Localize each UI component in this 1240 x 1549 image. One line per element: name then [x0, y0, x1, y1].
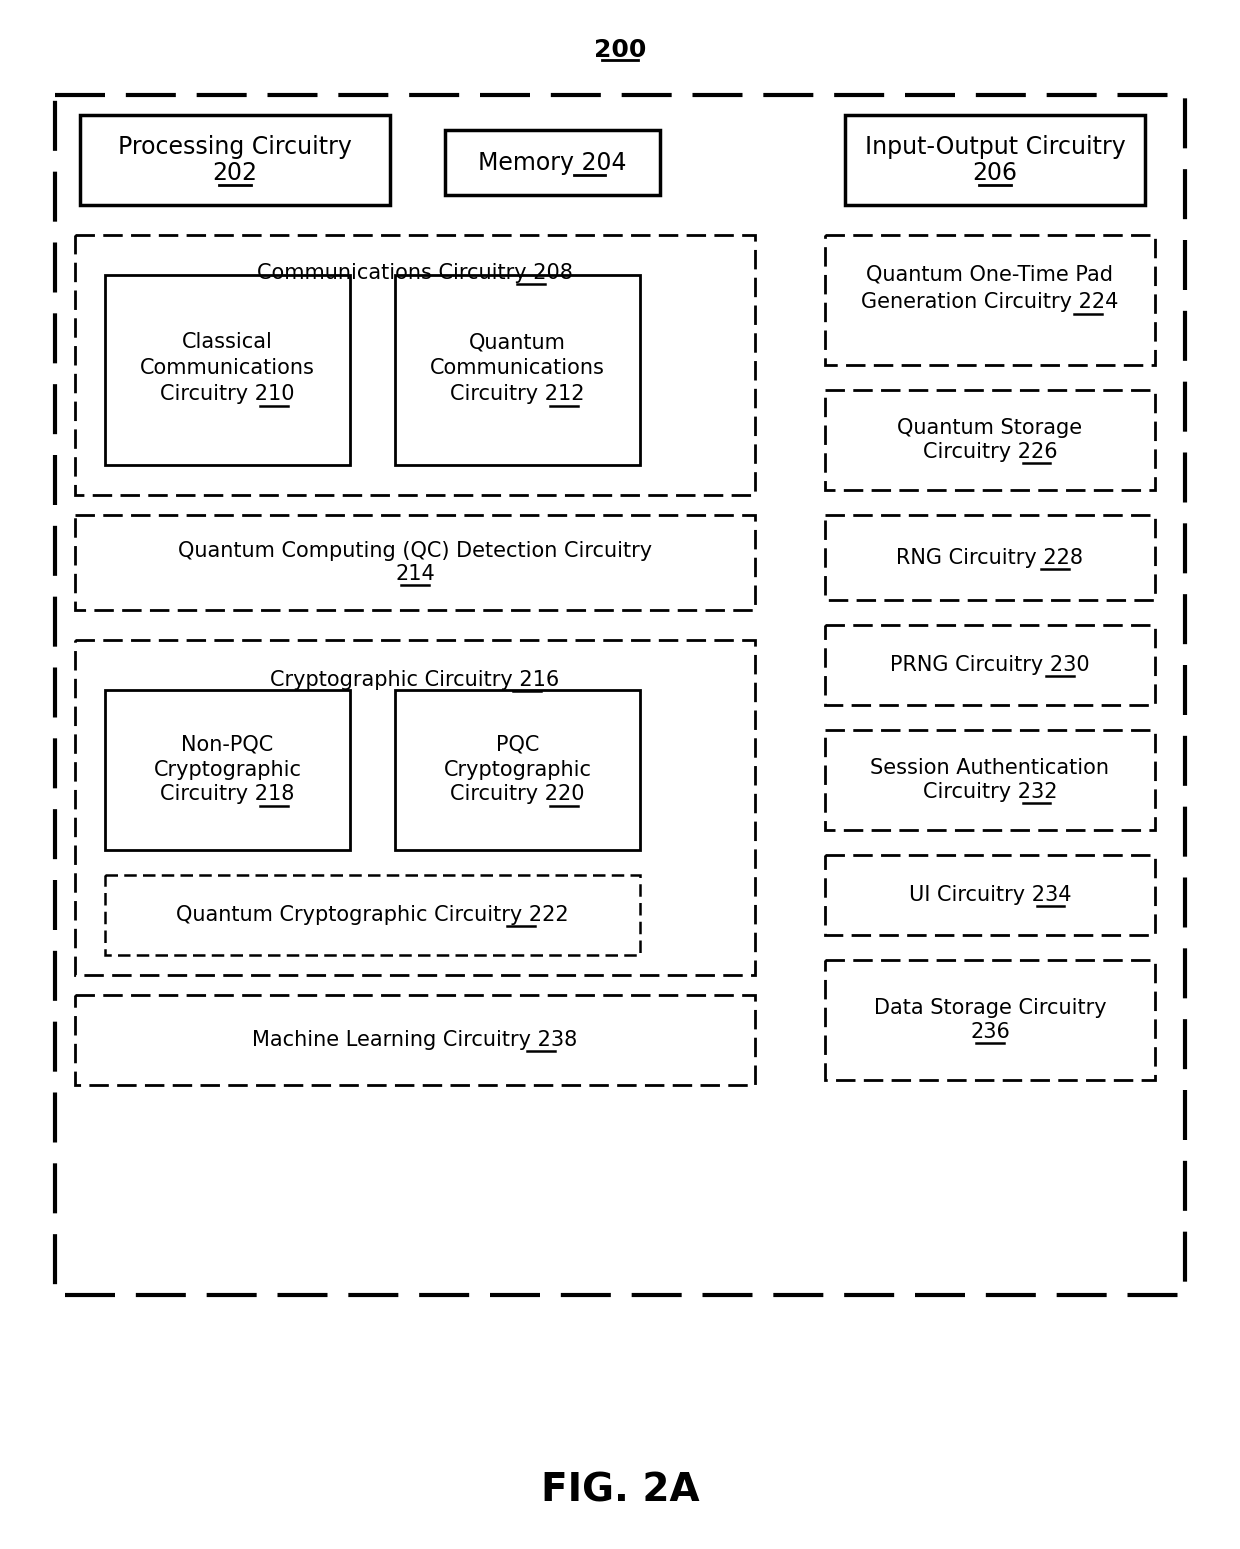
Bar — [74, 994, 755, 1084]
Text: Session Authentication: Session Authentication — [870, 759, 1110, 779]
Bar — [396, 689, 640, 850]
Bar — [81, 115, 391, 204]
Bar — [445, 130, 660, 195]
Text: 214: 214 — [396, 564, 435, 584]
Text: Generation Circuitry 224: Generation Circuitry 224 — [862, 293, 1118, 313]
Bar — [74, 514, 755, 610]
Text: Data Storage Circuitry: Data Storage Circuitry — [874, 999, 1106, 1018]
Text: Cryptographic Circuitry 216: Cryptographic Circuitry 216 — [270, 671, 559, 689]
Bar — [825, 390, 1154, 489]
Text: Circuitry 226: Circuitry 226 — [923, 441, 1058, 462]
Text: Circuitry 218: Circuitry 218 — [160, 784, 295, 804]
Bar — [105, 276, 350, 465]
Text: Quantum Cryptographic Circuitry 222: Quantum Cryptographic Circuitry 222 — [176, 905, 569, 925]
Text: Classical: Classical — [182, 331, 273, 352]
Text: Input-Output Circuitry: Input-Output Circuitry — [864, 135, 1126, 160]
Bar — [105, 875, 640, 956]
Text: RNG Circuitry 228: RNG Circuitry 228 — [897, 547, 1084, 567]
Bar — [825, 855, 1154, 936]
Text: Quantum: Quantum — [469, 331, 565, 352]
Text: Circuitry 220: Circuitry 220 — [450, 784, 585, 804]
Bar — [396, 276, 640, 465]
Text: Quantum One-Time Pad: Quantum One-Time Pad — [867, 265, 1114, 285]
Bar — [825, 730, 1154, 830]
Text: Communications: Communications — [140, 358, 315, 378]
Bar — [105, 689, 350, 850]
Text: Machine Learning Circuitry 238: Machine Learning Circuitry 238 — [253, 1030, 578, 1050]
Text: PRNG Circuitry 230: PRNG Circuitry 230 — [890, 655, 1090, 675]
Text: Quantum Computing (QC) Detection Circuitry: Quantum Computing (QC) Detection Circuit… — [177, 541, 652, 561]
Text: Memory 204: Memory 204 — [479, 150, 626, 175]
Bar — [74, 235, 755, 496]
Bar — [74, 640, 755, 974]
Bar — [55, 94, 1185, 1295]
Text: FIG. 2A: FIG. 2A — [541, 1472, 699, 1509]
Bar — [825, 624, 1154, 705]
Bar — [825, 514, 1154, 599]
Bar — [844, 115, 1145, 204]
Text: 236: 236 — [970, 1022, 1009, 1041]
Text: PQC: PQC — [496, 734, 539, 754]
Text: Communications: Communications — [430, 358, 605, 378]
Bar — [825, 960, 1154, 1080]
Text: Circuitry 212: Circuitry 212 — [450, 384, 585, 404]
Text: 206: 206 — [972, 161, 1018, 186]
Text: Cryptographic: Cryptographic — [154, 761, 301, 781]
Text: Non-PQC: Non-PQC — [181, 734, 274, 754]
Text: Processing Circuitry: Processing Circuitry — [118, 135, 352, 160]
Text: 202: 202 — [212, 161, 258, 186]
Text: Communications Circuitry 208: Communications Circuitry 208 — [257, 263, 573, 283]
Bar — [825, 235, 1154, 366]
Text: Cryptographic: Cryptographic — [444, 761, 591, 781]
Text: UI Circuitry 234: UI Circuitry 234 — [909, 884, 1071, 905]
Text: Quantum Storage: Quantum Storage — [898, 418, 1083, 438]
Text: Circuitry 210: Circuitry 210 — [160, 384, 295, 404]
Text: Circuitry 232: Circuitry 232 — [923, 782, 1058, 802]
Text: 200: 200 — [594, 39, 646, 62]
